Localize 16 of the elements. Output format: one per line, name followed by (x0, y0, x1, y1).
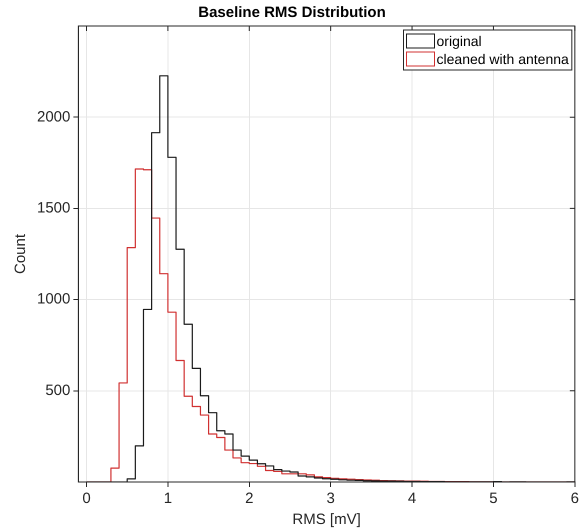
legend-label: original (436, 32, 482, 49)
x-tick-label: 5 (489, 490, 498, 508)
y-tick-label: 1000 (36, 290, 70, 308)
x-tick-label: 1 (164, 490, 172, 508)
y-tick-label: 1500 (36, 200, 70, 217)
y-axis-title: Count (12, 233, 30, 274)
x-tick-label: 4 (408, 490, 416, 508)
legend-label: cleaned with antenna (436, 50, 570, 67)
x-tick-label: 6 (570, 490, 579, 508)
y-tick-label: 500 (45, 382, 70, 399)
x-tick-label: 0 (82, 490, 91, 508)
x-tick-label: 2 (245, 490, 254, 508)
x-axis-title: RMS [mV] (292, 511, 361, 528)
x-tick-label: 3 (326, 490, 335, 508)
y-tick-label: 2000 (36, 108, 70, 126)
chart-title: Baseline RMS Distribution (198, 4, 386, 22)
